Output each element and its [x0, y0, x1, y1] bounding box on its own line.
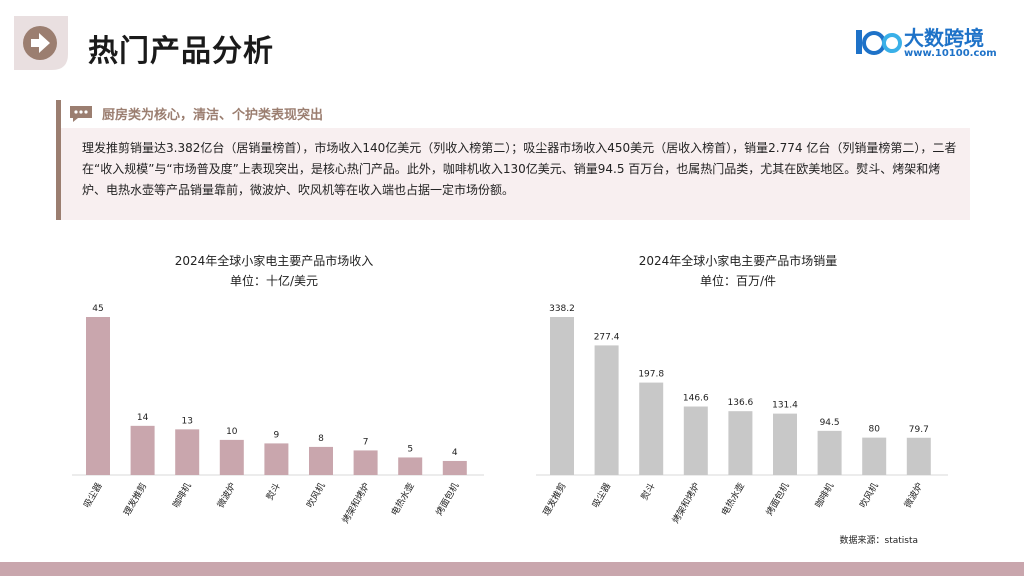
chat-bubble-icon: [70, 105, 92, 122]
category-label: 吹风机: [304, 481, 328, 510]
bar: [683, 406, 708, 475]
summary-text: 理发推剪销量达3.382亿台（居销量榜首），市场收入140亿美元（列收入榜第二）…: [82, 141, 957, 197]
sales-chart: 2024年全球小家电主要产品市场销量 单位：百万/件 338.2 理发推剪 277.…: [528, 248, 948, 548]
data-source: 数据来源：statista: [839, 536, 919, 546]
section-arrow-icon: [14, 16, 68, 70]
bar: [175, 429, 200, 475]
sales-bar-plot: 338.2 理发推剪 277.4 吸尘器 197.8 熨斗 146.6 烤架和烤炉 136.6 电…: [536, 304, 948, 526]
bar: [398, 457, 423, 475]
bar: [353, 450, 378, 475]
bar: [817, 430, 842, 475]
category-label: 烤面包机: [433, 481, 461, 518]
category-label: 烤架和烤炉: [339, 481, 372, 526]
bar: [773, 413, 797, 475]
chart-subtitle: 单位：十亿/美元: [229, 274, 319, 288]
summary-background: [61, 128, 970, 220]
revenue-bar-plot: 45 吸尘器 14 理发推剪 13 咖啡机 10 微波炉 9 熨斗 8 吹风机 7 烤架和烤炉 5 电热水壶 4…: [72, 304, 484, 526]
category-label: 理发推剪: [540, 481, 568, 518]
data-label: 8: [318, 434, 324, 444]
summary-heading: 厨房类为核心，清洁、个护类表现突出: [70, 104, 323, 123]
bar: [594, 345, 619, 475]
bar: [219, 439, 244, 475]
category-label: 吸尘器: [590, 481, 613, 510]
data-label: 197.8: [638, 370, 664, 380]
category-label: 电热水壶: [388, 481, 416, 518]
bar: [728, 411, 753, 475]
bar: [442, 460, 467, 475]
bar: [309, 446, 333, 475]
bar: [264, 443, 289, 475]
data-label: 5: [407, 444, 413, 454]
category-label: 咖啡机: [812, 481, 836, 510]
footer-bar: [0, 562, 1024, 576]
bar: [862, 437, 887, 475]
summary-title: 厨房类为核心，清洁、个护类表现突出: [102, 108, 324, 123]
bar: [86, 317, 110, 475]
data-label: 338.2: [549, 304, 575, 314]
category-label: 烤架和烤炉: [669, 481, 702, 526]
brand-logo: 大数跨境 www.10100.com: [852, 20, 1002, 66]
brand-mark-icon: [856, 30, 902, 55]
brand-url: www.10100.com: [904, 48, 997, 59]
page-title: 热门产品分析: [88, 34, 274, 69]
bar: [130, 425, 155, 475]
bar: [906, 437, 931, 475]
data-label: 7: [363, 437, 369, 447]
summary-box: 厨房类为核心，清洁、个护类表现突出 理发推剪销量达3.382亿台（居销量榜首），…: [56, 100, 970, 220]
data-label: 277.4: [594, 332, 620, 342]
data-label: 131.4: [772, 401, 798, 411]
data-label: 13: [181, 416, 192, 426]
category-label: 吸尘器: [82, 481, 105, 510]
category-label: 微波炉: [214, 481, 238, 510]
data-label: 10: [226, 427, 238, 437]
chart-title: 2024年全球小家电主要产品市场收入: [174, 254, 374, 268]
data-label: 14: [137, 413, 149, 423]
data-label: 9: [274, 430, 280, 440]
summary-accent-bar: [56, 100, 61, 220]
category-label: 理发推剪: [121, 481, 149, 518]
chart-subtitle: 单位：百万/件: [699, 274, 777, 288]
data-label: 80: [868, 425, 880, 435]
data-label: 146.6: [683, 394, 709, 404]
chart-title: 2024年全球小家电主要产品市场销量: [638, 254, 838, 268]
brand-name: 大数跨境: [904, 26, 984, 50]
bar: [550, 317, 574, 475]
data-label: 94.5: [820, 418, 840, 428]
category-label: 电热水壶: [719, 481, 747, 518]
data-label: 45: [92, 304, 103, 314]
revenue-chart: 2024年全球小家电主要产品市场收入 单位：十亿/美元 45 吸尘器 14 理发推剪 1…: [64, 248, 484, 548]
category-label: 熨斗: [638, 481, 657, 503]
category-label: 吹风机: [857, 481, 881, 510]
bar: [639, 382, 664, 475]
data-label: 4: [452, 448, 458, 458]
category-label: 烤面包机: [763, 481, 791, 518]
category-label: 咖啡机: [170, 481, 194, 510]
data-label: 136.6: [728, 398, 754, 408]
category-label: 熨斗: [264, 481, 283, 503]
data-label: 79.7: [909, 425, 929, 435]
category-label: 微波炉: [901, 481, 925, 510]
